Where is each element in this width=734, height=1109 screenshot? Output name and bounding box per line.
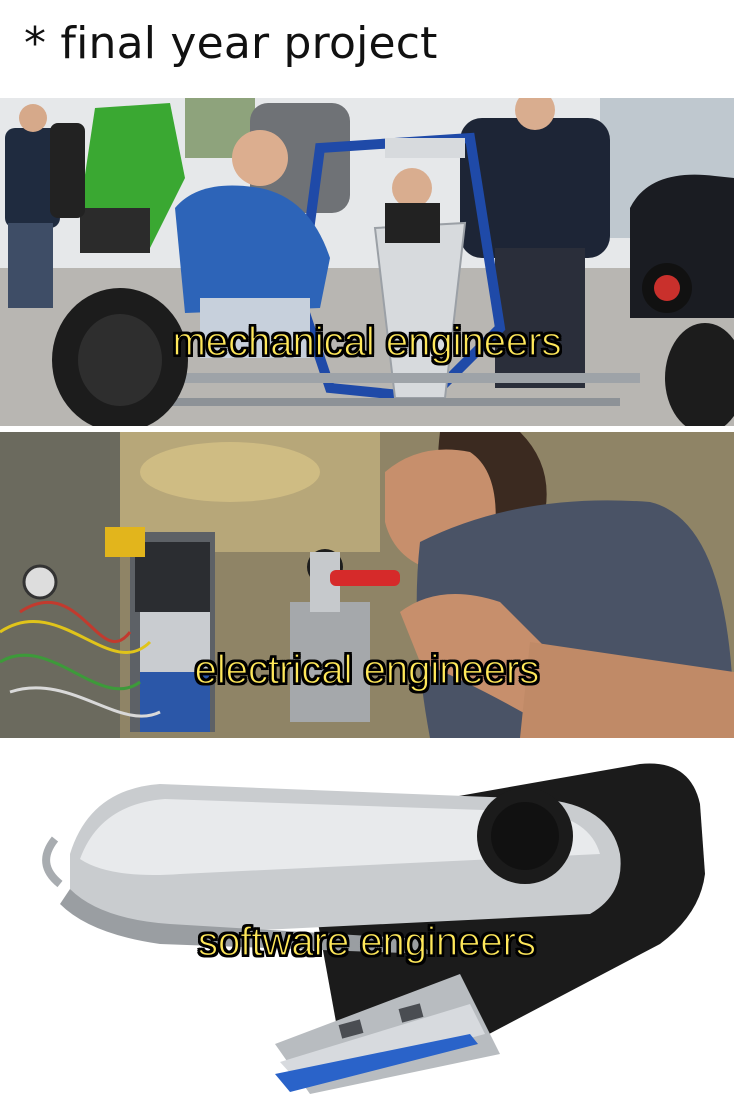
usb-drive-photo [0, 744, 734, 1109]
panel-mechanical: mechanical engineers [0, 98, 734, 426]
caption-electrical: electrical engineers [194, 647, 540, 692]
caption-software: software engineers [197, 919, 536, 964]
caption-mechanical: mechanical engineers [172, 319, 562, 364]
panel-electrical: electrical engineers [0, 432, 734, 738]
electrical-photo [0, 432, 734, 738]
meme-title: * final year project [24, 18, 438, 69]
mechanical-photo [0, 98, 734, 426]
panel-software: software engineers [0, 744, 734, 1109]
